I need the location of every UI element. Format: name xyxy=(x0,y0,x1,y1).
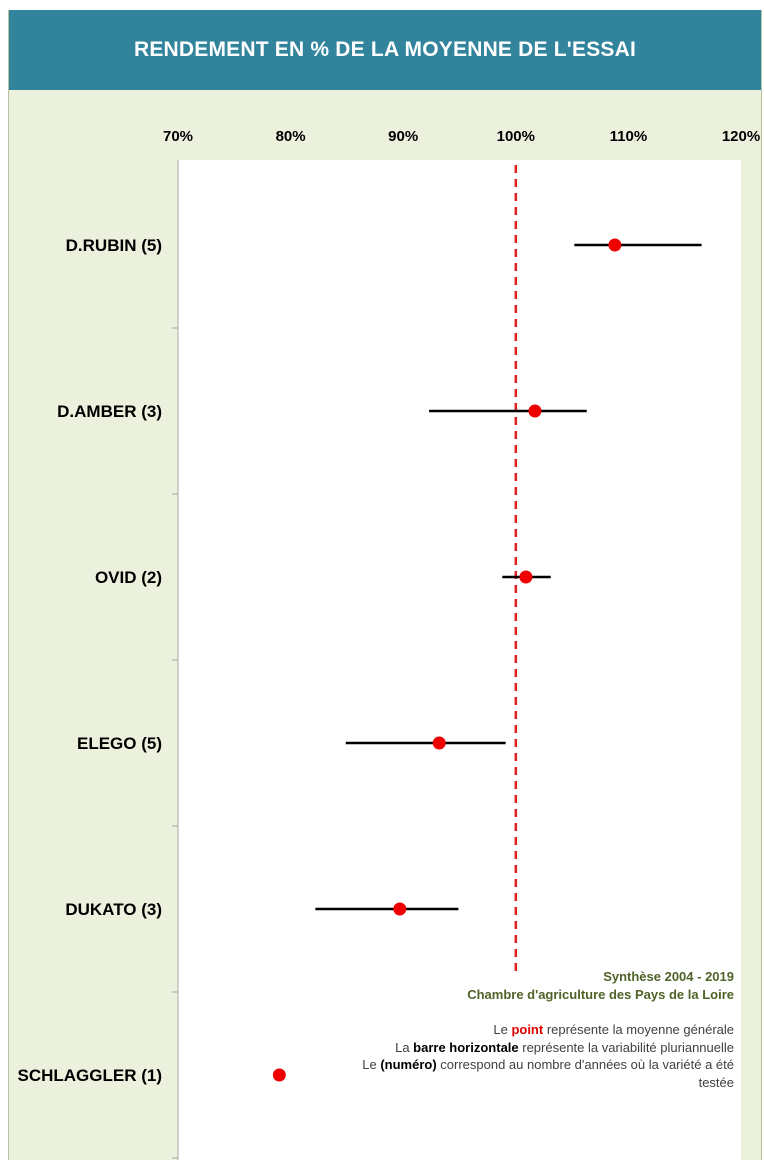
legend-line-1: Le point représente la moyenne générale xyxy=(493,1022,734,1037)
category-labels: D.RUBIN (5) D.AMBER (3) OVID (2) ELEGO (5) D… xyxy=(18,236,163,1085)
source-line-2: Chambre d'agriculture des Pays de la Loi… xyxy=(467,986,734,1002)
mean-point xyxy=(393,902,407,916)
category-label: OVID (2) xyxy=(95,568,162,587)
legend-line-3: Le (numéro) correspond au nombre d'année… xyxy=(362,1057,734,1090)
x-axis-ticks: 70% 80% 90% 100% 110% 120% xyxy=(163,128,760,145)
chart-title: RENDEMENT EN % DE LA MOYENNE DE L'ESSAI xyxy=(9,10,761,90)
category-label: D.RUBIN (5) xyxy=(66,236,162,255)
variability-bars xyxy=(315,243,702,911)
x-tick-label: 70% xyxy=(163,128,193,145)
x-tick-label: 100% xyxy=(497,128,535,145)
notes-box: Synthèse 2004 - 2019 Chambre d'agricultu… xyxy=(354,968,734,1091)
x-tick-label: 110% xyxy=(610,128,648,145)
x-tick-label: 80% xyxy=(276,128,306,145)
source-line-1: Synthèse 2004 - 2019 xyxy=(603,969,734,984)
mean-points xyxy=(272,238,622,1082)
mean-point xyxy=(528,404,542,418)
y-axis-ticks xyxy=(172,327,178,1159)
legend-number-word: (numéro) xyxy=(380,1057,437,1072)
plot-area xyxy=(178,160,741,1160)
mean-point xyxy=(608,238,622,252)
legend-line-2: La barre horizontale représente la varia… xyxy=(395,1039,734,1055)
x-tick-label: 90% xyxy=(388,128,418,145)
mean-point xyxy=(272,1068,286,1082)
mean-point xyxy=(519,570,533,584)
category-label: SCHLAGGLER (1) xyxy=(18,1066,163,1085)
legend-bar-word: barre horizontale xyxy=(413,1039,519,1055)
category-label: D.AMBER (3) xyxy=(57,402,162,421)
category-label: DUKATO (3) xyxy=(65,900,162,919)
mean-point xyxy=(432,736,446,750)
category-label: ELEGO (5) xyxy=(77,734,162,753)
x-tick-label: 120% xyxy=(722,128,760,145)
legend-point-word: point xyxy=(511,1022,544,1037)
